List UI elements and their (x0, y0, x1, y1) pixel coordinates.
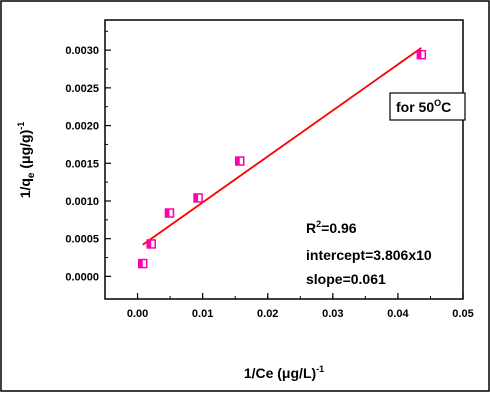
y-axis-label: 1/qe (μg/g)-1 (16, 122, 37, 199)
data-point (416, 49, 427, 60)
legend-suffix: C (441, 99, 451, 115)
x-axis-label-text: 1/Ce (μg/L) (244, 365, 316, 381)
r2-annotation: R2=0.96 (306, 219, 357, 236)
y-axis-label-text: 1/q (17, 178, 33, 198)
data-point (138, 258, 148, 269)
legend-sup: O (434, 98, 441, 108)
x-tick-label: 0.03 (322, 308, 343, 320)
y-axis-label-rest: (μg/g) (17, 130, 33, 173)
y-axis-label-sup: -1 (16, 122, 26, 130)
r2-prefix: R (306, 220, 316, 236)
slope-annotation: slope=0.061 (306, 271, 386, 287)
data-point (193, 193, 203, 203)
y-axis-label-sub: e (26, 172, 37, 178)
legend-frame (389, 92, 466, 121)
x-axis-label-sup: -1 (316, 364, 324, 374)
data-points (138, 49, 427, 269)
intercept-annotation: intercept=3.806x10 (306, 247, 432, 263)
x-tick-label: 0.00 (127, 308, 148, 320)
y-tick-label: 0.0000 (65, 271, 99, 283)
data-point (146, 239, 156, 249)
x-tick-label: 0.02 (257, 308, 278, 320)
y-tick-label: 0.0020 (65, 121, 99, 133)
data-point (164, 208, 175, 218)
x-tick-label: 0.01 (192, 308, 213, 320)
legend-text: for 50 (396, 99, 434, 115)
y-tick-label: 0.0030 (65, 45, 99, 57)
plot-area (104, 19, 464, 300)
x-tick-label: 0.04 (387, 308, 409, 320)
x-tick-labels: 0.00 0.01 0.02 0.03 0.04 0.05 (127, 308, 474, 320)
y-tick-labels: 0.0000 0.0005 0.0010 0.0015 0.0020 0.0025 0.00… (65, 45, 99, 283)
axis-ticks (104, 30, 464, 299)
y-tick-label: 0.0025 (65, 83, 99, 95)
legend-box: for 50OC (389, 92, 466, 121)
x-axis-label: 1/Ce (μg/L)-1 (244, 364, 324, 381)
y-tick-label: 0.0010 (65, 196, 99, 208)
fit-line (142, 47, 422, 246)
data-point (234, 156, 245, 166)
legend-label: for 50OC (396, 98, 451, 115)
x-tick-label: 0.05 (452, 308, 473, 320)
r2-value: =0.96 (321, 220, 357, 236)
r2-sup: 2 (316, 219, 321, 229)
y-tick-label: 0.0015 (65, 158, 99, 170)
y-tick-label: 0.0005 (65, 234, 99, 246)
